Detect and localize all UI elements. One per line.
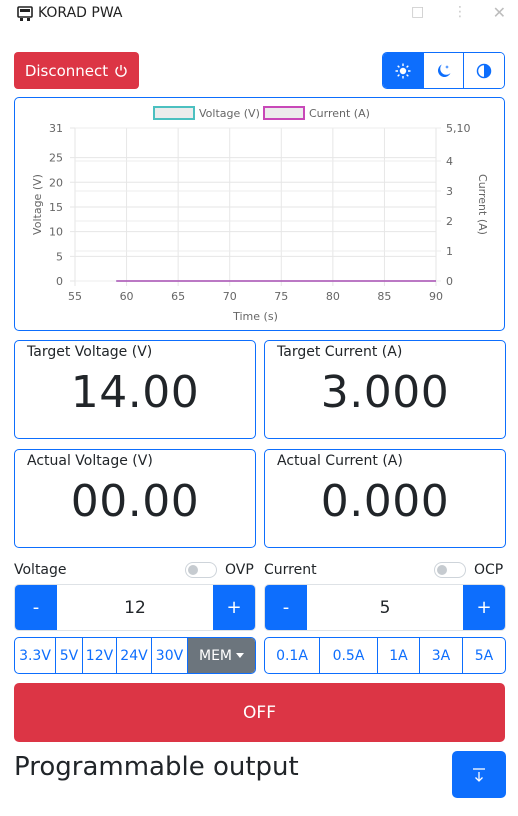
current-increment-button[interactable]: + [463, 585, 505, 630]
preset-3v3-button[interactable]: 3.3V [15, 638, 56, 673]
x-axis-title: Time (s) [232, 310, 278, 323]
y-tick-label: 5 [56, 250, 63, 263]
voltage-control-label: Voltage [14, 562, 67, 578]
more-menu-icon[interactable]: ⋮ [453, 4, 467, 20]
x-tick-label: 80 [326, 290, 340, 303]
theme-auto-button[interactable] [464, 53, 504, 88]
output-toggle-button[interactable]: OFF [14, 683, 505, 742]
voltage-input[interactable]: 12 [124, 597, 146, 618]
ocp-label: OCP [474, 562, 504, 578]
y-tick-label: 31 [49, 122, 63, 135]
y-tick-label: 0 [56, 275, 63, 288]
actual-voltage-value: 00.00 [70, 476, 200, 527]
y-tick-label: 15 [49, 201, 63, 214]
preset-1a-button[interactable]: 1A [378, 638, 420, 673]
target-voltage-label: Target Voltage (V) [27, 344, 153, 360]
preset-24v-button[interactable]: 24V [117, 638, 152, 673]
x-tick-label: 65 [171, 290, 185, 303]
target-voltage-card: Target Voltage (V) 14.00 [14, 340, 256, 439]
sun-icon [395, 63, 411, 78]
window-title: KORAD PWA [38, 5, 123, 21]
target-voltage-value: 14.00 [70, 367, 200, 418]
target-current-card: Target Current (A) 3.000 [264, 340, 506, 439]
y2-tick-label: 1 [446, 245, 453, 258]
actual-voltage-card: Actual Voltage (V) 00.00 [14, 449, 256, 548]
preset-0a5-button[interactable]: 0.5A [320, 638, 378, 673]
x-tick-label: 90 [429, 290, 443, 303]
actual-current-card: Actual Current (A) 0.000 [264, 449, 506, 548]
y2-tick-label: 3 [446, 185, 453, 198]
voltage-increment-button[interactable]: + [213, 585, 255, 630]
actual-current-value: 0.000 [320, 476, 450, 527]
y-tick-label: 20 [49, 176, 63, 189]
caret-down-icon [236, 653, 244, 658]
preset-30v-button[interactable]: 30V [152, 638, 188, 673]
actual-current-label: Actual Current (A) [277, 453, 403, 469]
target-current-value: 3.000 [320, 367, 450, 418]
current-presets: 0.1A 0.5A 1A 3A 5A [264, 637, 506, 674]
current-control-label: Current [264, 562, 317, 578]
disconnect-label: Disconnect [24, 61, 109, 80]
x-tick-label: 55 [68, 290, 82, 303]
contrast-icon [476, 63, 492, 78]
preset-12v-button[interactable]: 12V [83, 638, 117, 673]
title-bar: KORAD PWA □ ⋮ ✕ [0, 0, 518, 28]
y2-tick-label: 5,10 [446, 122, 471, 135]
ovp-label: OVP [225, 562, 254, 578]
y-tick-label: 25 [49, 152, 63, 165]
y2-tick-label: 4 [446, 155, 453, 168]
legend-swatch [153, 106, 195, 120]
mem-label: MEM [198, 647, 232, 664]
theme-dark-button[interactable] [423, 53, 465, 88]
y-axis-title: Voltage (V) [31, 174, 44, 235]
y2-tick-label: 0 [446, 275, 453, 288]
ovp-toggle[interactable] [185, 562, 217, 578]
voltage-current-chart: 55 60 65 70 75 80 85 90051015202531012345,10Tim… [31, 106, 489, 323]
target-current-label: Target Current (A) [277, 344, 403, 360]
current-stepper: - 5 + [264, 584, 506, 631]
legend-label: Current (A) [309, 107, 370, 120]
expand-program-button[interactable] [452, 751, 506, 798]
legend-swatch [263, 106, 305, 120]
voltage-stepper: - 12 + [14, 584, 256, 631]
current-input[interactable]: 5 [379, 597, 391, 618]
moon-stars-icon [437, 64, 450, 77]
ocp-toggle[interactable] [434, 562, 466, 578]
arrow-down-to-line-icon [473, 767, 485, 782]
disconnect-button[interactable]: Disconnect [14, 52, 139, 89]
install-icon[interactable]: □ [411, 4, 425, 20]
preset-5v-button[interactable]: 5V [56, 638, 83, 673]
voltage-decrement-button[interactable]: - [15, 585, 57, 630]
x-tick-label: 70 [223, 290, 237, 303]
chart-card: 55 60 65 70 75 80 85 90 0 5 10 15 20 25 31 0 1 2 3 4 5,10 Tim… [14, 97, 505, 331]
legend-label: Voltage (V) [199, 107, 260, 120]
theme-toggle-group [382, 52, 505, 89]
preset-0a1-button[interactable]: 0.1A [265, 638, 320, 673]
theme-light-button[interactable] [383, 53, 424, 88]
preset-3a-button[interactable]: 3A [420, 638, 463, 673]
actual-voltage-label: Actual Voltage (V) [27, 453, 153, 469]
voltage-presets: 3.3V 5V 12V 24V 30V MEM [14, 637, 256, 674]
power-icon [115, 64, 127, 77]
mem-dropdown-button[interactable]: MEM [188, 638, 255, 673]
programmable-output-heading: Programmable output [14, 752, 299, 782]
preset-5a-button[interactable]: 5A [474, 647, 494, 664]
x-tick-label: 75 [274, 290, 288, 303]
x-tick-label: 85 [377, 290, 391, 303]
y2-tick-label: 2 [446, 215, 453, 228]
y-tick-label: 10 [49, 226, 63, 239]
x-tick-label: 60 [120, 290, 134, 303]
app-icon [17, 6, 33, 21]
close-icon[interactable]: ✕ [492, 3, 506, 22]
current-decrement-button[interactable]: - [265, 585, 307, 630]
y2-axis-title: Current (A) [476, 174, 489, 235]
